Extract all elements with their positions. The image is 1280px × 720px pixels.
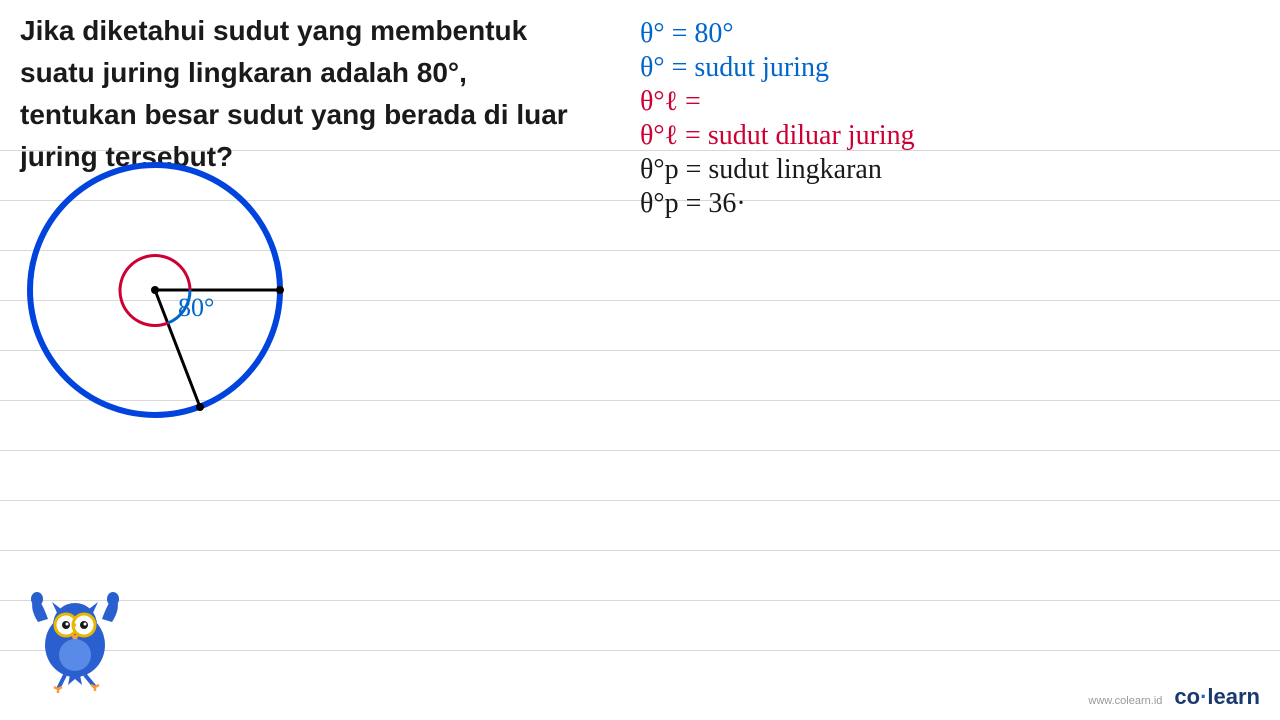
note-line-2: θ° = sudut juring (640, 52, 915, 84)
note-line-1: θ° = 80° (640, 18, 915, 50)
handwritten-notes: θ° = 80° θ° = sudut juring θ°ℓ = θ°ℓ = s… (640, 18, 915, 222)
note-line-4: θ°ℓ = sudut diluar juring (640, 120, 915, 152)
question-text: Jika diketahui sudut yang membentuk suat… (20, 10, 580, 178)
note-line-6: θ°p = 36· (640, 188, 915, 220)
logo-co: co (1174, 684, 1200, 709)
edge-dot-1 (276, 286, 284, 294)
note-line-5: θ°p = sudut lingkaran (640, 154, 915, 186)
edge-dot-2 (196, 403, 204, 411)
mascot-owl (20, 587, 130, 702)
footer-url: www.colearn.id (1088, 695, 1162, 707)
logo-learn: learn (1207, 684, 1260, 709)
circle-diagram: 80° (20, 155, 310, 450)
center-dot (151, 286, 159, 294)
footer: www.colearn.id co·learn (1088, 684, 1260, 710)
angle-label: 80° (178, 293, 214, 323)
note-line-3: θ°ℓ = (640, 86, 915, 118)
footer-logo: co·learn (1174, 684, 1260, 710)
